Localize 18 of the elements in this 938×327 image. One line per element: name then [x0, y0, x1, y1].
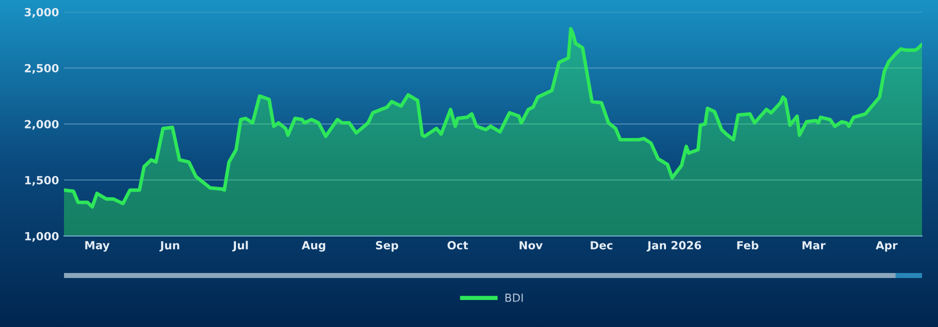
x-tick-label: Nov	[520, 241, 543, 250]
x-tick-label: Aug	[302, 241, 326, 252]
y-tick-label: 2,000	[24, 120, 59, 130]
x-tick-label: Jan 2026	[646, 241, 702, 252]
legend-label: BDI	[505, 294, 523, 302]
x-tick-label: Oct	[448, 241, 468, 250]
y-tick-label: 1,500	[25, 176, 59, 186]
x-tick-label: Mar	[802, 241, 826, 250]
x-tick-label: Jun	[159, 241, 180, 252]
x-tick-label: Feb	[737, 240, 758, 250]
x-tick-label: May	[85, 241, 110, 252]
y-tick-label: 2,500	[24, 64, 59, 74]
x-tick-label: Apr	[876, 241, 898, 252]
y-tick-label: 1,000	[25, 232, 59, 242]
x-tick-label: Dec	[590, 241, 612, 250]
y-tick-label: 3,000	[24, 8, 59, 18]
x-tick-label: Jul	[232, 240, 248, 252]
x-tick-label: Sep	[376, 241, 398, 252]
